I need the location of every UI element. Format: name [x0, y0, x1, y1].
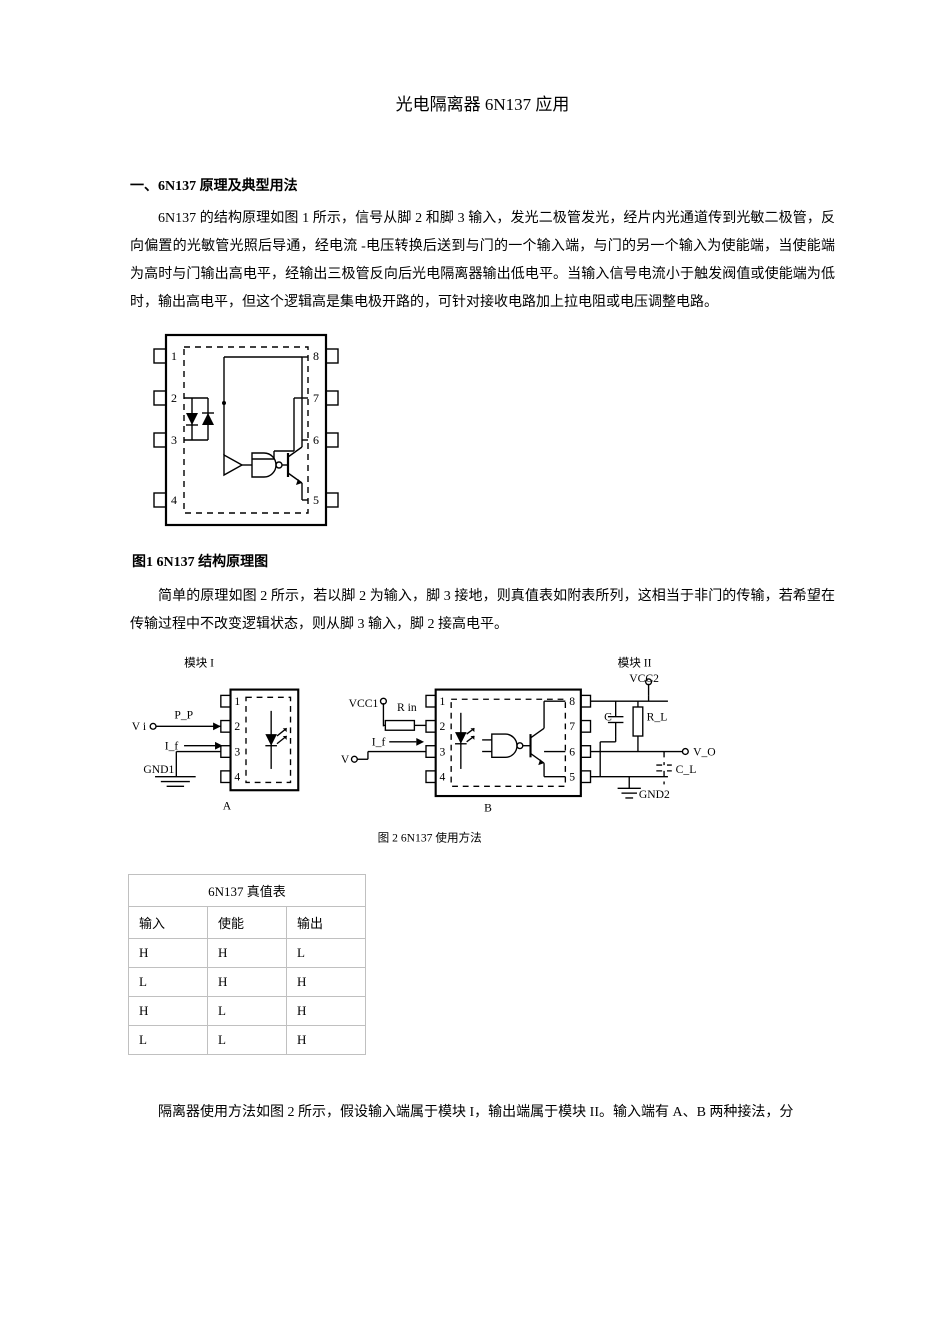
fig2-module-a: 1 2 3 4 V i P_P I_f — [132, 690, 298, 813]
figure-2: 模块 I 模块 II VCC2 1 2 3 4 — [126, 647, 835, 862]
fig2-label-mod2: 模块 II — [618, 656, 652, 669]
section-heading-1: 一、6N137 原理及典型用法 — [130, 175, 835, 195]
fig2-label-a: A — [223, 800, 232, 813]
svg-text:8: 8 — [569, 695, 575, 708]
table-row: H H L — [129, 939, 366, 968]
fig1-photodiode-amp — [222, 357, 252, 475]
fig2-label-cl: C_L — [676, 763, 697, 776]
svg-text:6: 6 — [569, 745, 575, 758]
svg-text:7: 7 — [569, 720, 575, 733]
svg-text:5: 5 — [313, 493, 319, 507]
truth-table: 6N137 真值表 输入 使能 输出 H H L L H H H L H L L… — [128, 874, 366, 1055]
page: 光电隔离器 6N137 应用 一、6N137 原理及典型用法 6N137 的结构… — [0, 0, 945, 1193]
table-row: L L H — [129, 1026, 366, 1055]
fig2-label-rin: R in — [397, 701, 417, 714]
svg-text:7: 7 — [313, 391, 319, 405]
fig2-label-mod1: 模块 I — [184, 656, 214, 669]
paragraph-3: 隔离器使用方法如图 2 所示，假设输入端属于模块 I，输出端属于模块 II。输入… — [130, 1099, 835, 1127]
svg-text:2: 2 — [171, 391, 177, 405]
doc-title: 光电隔离器 6N137 应用 — [130, 90, 835, 115]
fig2-label-v: V — [341, 753, 350, 766]
paragraph-1: 6N137 的结构原理如图 1 所示，信号从脚 2 和脚 3 输入，发光二极管发… — [130, 205, 835, 317]
fig2-label-vcc1: VCC1 — [349, 697, 379, 710]
fig1-input-led — [184, 398, 214, 440]
fig2-label-if-a: I_f — [165, 740, 179, 753]
fig1-nand-gate-icon — [252, 453, 282, 477]
table-row: H L H — [129, 997, 366, 1026]
table-row: L H H — [129, 968, 366, 997]
fig1-diagram: 1 2 3 4 8 7 6 5 — [126, 325, 361, 540]
fig2-label-pp: P_P — [174, 709, 193, 722]
fig2-label-vi: V i — [132, 720, 146, 733]
fig2-label-gnd1: GND1 — [143, 763, 174, 776]
figure-1: 1 2 3 4 8 7 6 5 — [126, 325, 835, 571]
svg-text:5: 5 — [569, 771, 575, 784]
svg-text:2: 2 — [234, 720, 240, 733]
paragraph-2: 简单的原理如图 2 所示，若以脚 2 为输入，脚 3 接地，则真值表如附表所列，… — [130, 583, 835, 639]
fig2-module-b: 1 2 3 4 8 7 6 5 VCC1 R in V — [341, 690, 591, 815]
svg-text:6: 6 — [313, 433, 319, 447]
svg-text:8: 8 — [313, 349, 319, 363]
fig1-enable-line — [252, 398, 308, 459]
fig2-label-vo: V_O — [693, 745, 716, 758]
spacer — [130, 1055, 835, 1095]
svg-text:1: 1 — [171, 349, 177, 363]
svg-text:3: 3 — [234, 745, 240, 758]
fig1-output-transistor — [282, 357, 308, 500]
svg-text:3: 3 — [171, 433, 177, 447]
fig2-label-b: B — [484, 802, 492, 815]
svg-text:1: 1 — [440, 695, 446, 708]
fig2-caption: 图 2 6N137 使用方法 — [378, 831, 482, 845]
svg-text:1: 1 — [234, 695, 240, 708]
fig2-label-rl: R_L — [647, 711, 668, 724]
fig2-label-if-b: I_f — [372, 736, 386, 749]
fig2-output-network: C R_L V_O C_L — [591, 679, 716, 801]
fig1-caption: 图1 6N137 结构原理图 — [132, 551, 835, 571]
svg-text:3: 3 — [440, 745, 446, 758]
truth-table-header-row: 输入 使能 输出 — [129, 907, 366, 939]
fig2-label-vcc2: VCC2 — [629, 672, 659, 685]
svg-text:4: 4 — [234, 771, 240, 784]
truth-table-title: 6N137 真值表 — [129, 875, 366, 907]
svg-text:4: 4 — [440, 771, 446, 784]
svg-text:2: 2 — [440, 720, 446, 733]
svg-text:4: 4 — [171, 493, 177, 507]
fig2-label-gnd2: GND2 — [639, 788, 670, 801]
fig2-diagram: 模块 I 模块 II VCC2 1 2 3 4 — [126, 647, 726, 857]
